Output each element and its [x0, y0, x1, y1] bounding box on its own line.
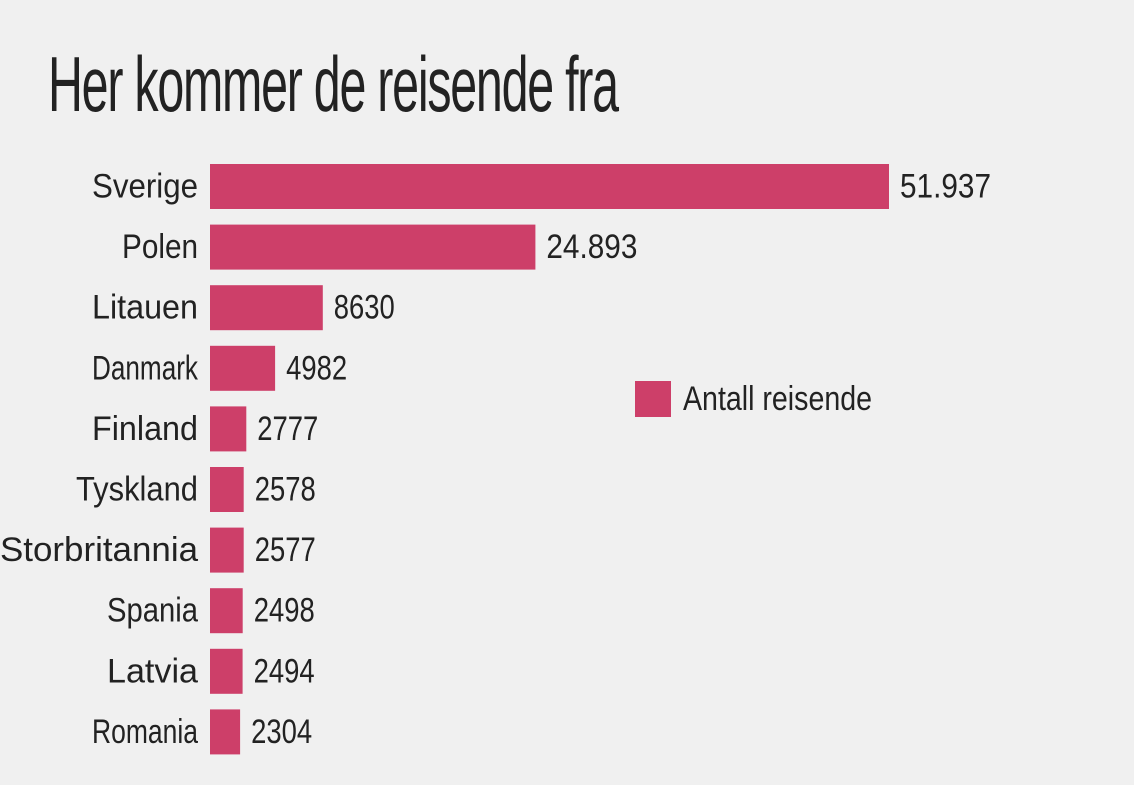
bar [210, 467, 244, 512]
category-label: Latvia [107, 652, 198, 690]
category-label: Litauen [92, 289, 198, 327]
value-label: 4982 [286, 349, 347, 387]
bar [210, 709, 241, 755]
category-label: Tyskland [76, 471, 198, 509]
value-label: 51.937 [900, 168, 991, 206]
value-label: 2777 [257, 410, 318, 448]
bar-row: Finland 2777 [92, 406, 318, 452]
bar [210, 164, 889, 209]
bar-row: Danmark 4982 [92, 345, 347, 391]
value-label: 2494 [254, 652, 315, 690]
bar-row: Romania 2304 [92, 709, 312, 755]
bar [210, 224, 536, 270]
category-label: Finland [92, 410, 198, 448]
category-label: Polen [122, 228, 198, 266]
value-label: 24.893 [546, 228, 637, 266]
bar-row: Tyskland 2578 [76, 467, 316, 512]
value-label: 2304 [251, 713, 312, 751]
legend-label: Antall reisende [683, 380, 872, 418]
category-label: Spania [107, 592, 198, 630]
category-label: Storbritannia [0, 531, 198, 569]
bar-row: Storbritannia 2577 [0, 527, 316, 573]
bar-row: Sverige 51.937 [92, 164, 991, 209]
bar [210, 406, 247, 452]
bar-row: Litauen 8630 [92, 285, 395, 331]
bar [210, 648, 243, 694]
category-label: Danmark [92, 349, 199, 387]
value-label: 8630 [334, 289, 395, 327]
legend: Antall reisende [635, 380, 872, 418]
chart-title: Her kommer de reisende fra [48, 40, 619, 128]
bar-row: Spania 2498 [107, 588, 315, 634]
bar [210, 285, 323, 331]
value-label: 2578 [255, 471, 316, 509]
bars-layer: Sverige 51.937 Polen 24.893 Litauen 8630 Danma… [0, 164, 991, 755]
legend-swatch [635, 381, 671, 417]
value-label: 2498 [254, 592, 315, 630]
bar [210, 588, 243, 634]
bar-row: Polen 24.893 [122, 224, 637, 270]
category-label: Romania [92, 713, 198, 751]
bar [210, 527, 244, 573]
bar [210, 345, 276, 391]
bar-row: Latvia 2494 [107, 648, 315, 694]
category-label: Sverige [92, 168, 198, 206]
value-label: 2577 [255, 531, 316, 569]
